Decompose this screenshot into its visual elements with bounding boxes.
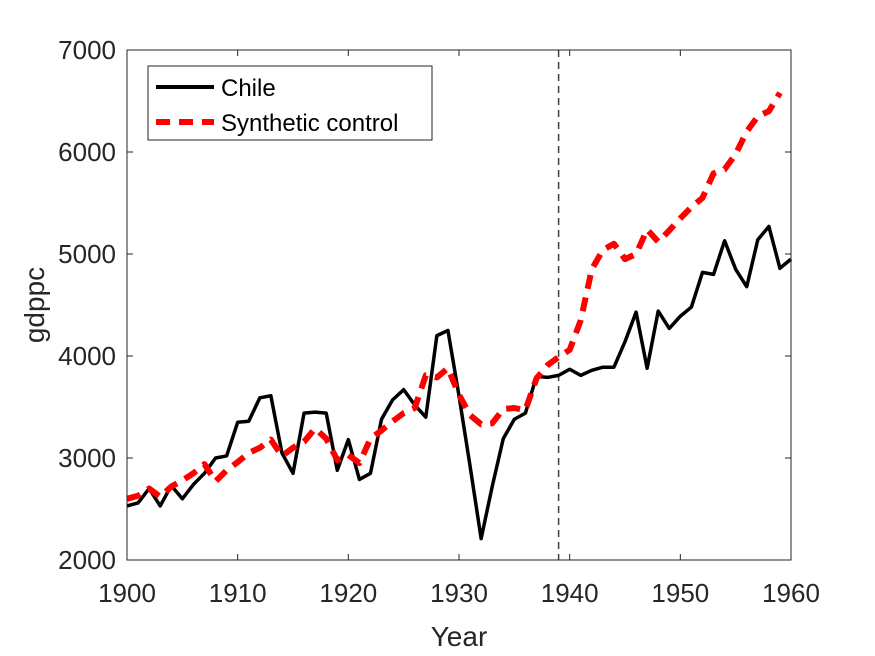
legend-label-chile: Chile	[221, 75, 276, 102]
x-tick-label: 1960	[762, 578, 820, 608]
y-tick-label: 3000	[58, 443, 116, 473]
y-tick-label: 2000	[58, 545, 116, 575]
x-tick-label: 1900	[98, 578, 156, 608]
x-tick-label: 1920	[319, 578, 377, 608]
y-tick-label: 4000	[58, 341, 116, 371]
legend-label-synthetic-control: Synthetic control	[221, 110, 398, 137]
x-tick-label: 1950	[651, 578, 709, 608]
x-axis-title: Year	[431, 621, 488, 652]
y-axis-title: gdppc	[19, 267, 50, 343]
x-tick-label: 1930	[430, 578, 488, 608]
y-tick-label: 6000	[58, 137, 116, 167]
legend: Chile Synthetic control	[147, 65, 433, 141]
y-axis: 2000 3000 4000 5000 6000 7000	[58, 35, 791, 575]
x-tick-label: 1910	[209, 578, 267, 608]
x-axis: 1900 1910 1920 1930 1940 1950 1960	[98, 50, 820, 608]
legend-box	[147, 65, 433, 141]
y-tick-label: 7000	[58, 35, 116, 65]
series-line-synthetic-control	[126, 91, 783, 502]
series-layer	[126, 50, 793, 560]
y-tick-label: 5000	[58, 239, 116, 269]
x-tick-label: 1940	[541, 578, 599, 608]
